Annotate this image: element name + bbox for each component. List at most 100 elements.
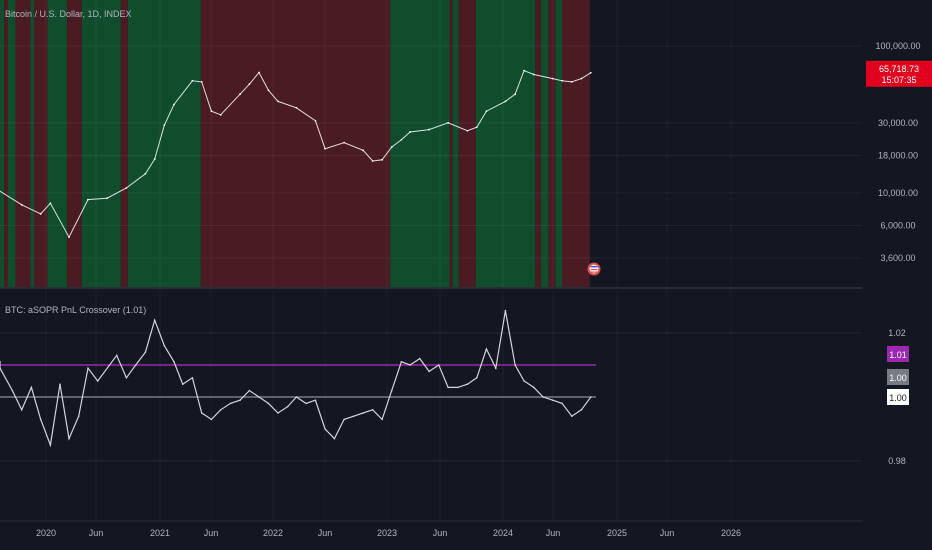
regime-band-bear bbox=[15, 0, 31, 288]
last-price-badge bbox=[866, 60, 932, 87]
price-point bbox=[163, 124, 166, 126]
countdown-label: 15:07:35 bbox=[881, 75, 916, 85]
asopr-point bbox=[532, 386, 535, 389]
asopr-point bbox=[30, 386, 33, 389]
flag-icon[interactable] bbox=[587, 262, 601, 276]
x-tick-label: Jun bbox=[433, 528, 448, 538]
price-tick-label: 30,000.00 bbox=[878, 118, 918, 128]
asopr-point bbox=[428, 370, 430, 373]
regime-band-bear bbox=[562, 0, 590, 288]
asopr-point bbox=[371, 409, 374, 411]
asopr-point bbox=[333, 437, 336, 440]
indicator-axis[interactable]: 1.02 0.98 1.01 1.00 1.00 bbox=[887, 328, 909, 466]
x-tick-label: 2026 bbox=[721, 528, 741, 538]
asopr-point bbox=[68, 437, 70, 440]
price-point bbox=[343, 141, 345, 144]
x-tick-label: Jun bbox=[660, 528, 675, 538]
price-point bbox=[20, 203, 23, 206]
asopr-point bbox=[466, 383, 469, 386]
asopr-point bbox=[87, 367, 89, 370]
indicator-pane[interactable] bbox=[0, 290, 862, 520]
x-tick-label: Jun bbox=[89, 528, 104, 538]
price-pane[interactable] bbox=[0, 0, 862, 288]
asopr-point bbox=[485, 348, 488, 350]
price-point bbox=[173, 103, 175, 106]
regime-band-bull bbox=[555, 0, 563, 288]
asopr-point bbox=[229, 402, 232, 405]
asopr-point bbox=[514, 364, 516, 366]
price-point bbox=[87, 198, 89, 201]
price-point bbox=[258, 71, 260, 74]
price-tick-label: 10,000.00 bbox=[878, 188, 918, 198]
asopr-point bbox=[153, 319, 156, 322]
price-pane-title: Bitcoin / U.S. Dollar, 1D, INDEX bbox=[5, 9, 132, 19]
price-point bbox=[400, 138, 403, 141]
asopr-point bbox=[381, 418, 383, 421]
price-point bbox=[68, 236, 70, 239]
asopr-point bbox=[504, 309, 507, 312]
asopr-point bbox=[418, 357, 421, 360]
price-point bbox=[210, 110, 213, 113]
price-point bbox=[514, 93, 516, 96]
asopr-point bbox=[456, 386, 459, 389]
price-point bbox=[475, 126, 478, 129]
asopr-point bbox=[561, 402, 563, 405]
x-tick-label: 2025 bbox=[607, 528, 627, 538]
price-point bbox=[409, 131, 412, 133]
regime-band-bear bbox=[120, 0, 128, 288]
price-tick-label: 6,000.00 bbox=[880, 221, 915, 231]
price-point bbox=[153, 158, 156, 160]
regime-band-bear bbox=[67, 0, 82, 288]
price-axis[interactable]: 100,000.00 30,000.00 18,000.00 10,000.00 6,0… bbox=[866, 41, 932, 263]
asopr-point bbox=[115, 354, 118, 357]
asopr-point bbox=[49, 444, 52, 446]
price-point bbox=[561, 79, 564, 82]
indicator-tick-label: 1.02 bbox=[888, 328, 906, 338]
last-value-badge bbox=[887, 389, 909, 405]
asopr-point bbox=[96, 380, 99, 382]
asopr-point bbox=[580, 409, 583, 411]
x-tick-label: 2020 bbox=[36, 528, 56, 538]
price-tick-label: 3,600.00 bbox=[880, 253, 915, 263]
upper-threshold-badge-label: 1.01 bbox=[889, 350, 907, 360]
price-point bbox=[144, 172, 147, 175]
price-point bbox=[589, 71, 592, 74]
x-tick-label: 2022 bbox=[263, 528, 283, 538]
indicator-tick-label: 0.98 bbox=[888, 456, 906, 466]
price-point bbox=[324, 147, 326, 150]
asopr-point bbox=[362, 412, 364, 414]
price-point bbox=[428, 128, 431, 131]
price-point bbox=[267, 89, 270, 92]
price-tick-label: 100,000.00 bbox=[875, 41, 920, 51]
last-value-badge-label: 1.00 bbox=[889, 393, 907, 403]
asopr-point bbox=[305, 402, 307, 405]
x-tick-label: 2023 bbox=[377, 528, 397, 538]
asopr-point bbox=[134, 364, 137, 366]
asopr-point bbox=[210, 418, 213, 421]
price-point bbox=[580, 77, 583, 80]
asopr-point bbox=[324, 428, 326, 430]
price-point bbox=[362, 149, 364, 152]
regime-band-bull bbox=[47, 0, 68, 288]
price-point bbox=[551, 77, 554, 80]
asopr-point bbox=[409, 364, 411, 366]
asopr-point bbox=[0, 361, 1, 363]
price-point bbox=[381, 158, 383, 161]
baseline-badge-label: 1.00 bbox=[889, 373, 907, 383]
asopr-point bbox=[77, 415, 80, 418]
regime-band-bear bbox=[34, 0, 48, 288]
price-point bbox=[125, 187, 128, 189]
x-tick-label: 2024 bbox=[493, 528, 513, 538]
regime-band-bear bbox=[458, 0, 476, 288]
price-point bbox=[219, 113, 222, 116]
asopr-point bbox=[343, 418, 345, 421]
asopr-point bbox=[20, 409, 23, 411]
asopr-point bbox=[219, 409, 222, 411]
baseline-badge bbox=[887, 369, 909, 385]
asopr-point bbox=[390, 389, 393, 392]
regime-band-bull bbox=[8, 0, 16, 288]
regime-band-bull bbox=[0, 0, 5, 288]
price-point bbox=[49, 202, 52, 205]
regime-band-bull bbox=[81, 0, 121, 288]
